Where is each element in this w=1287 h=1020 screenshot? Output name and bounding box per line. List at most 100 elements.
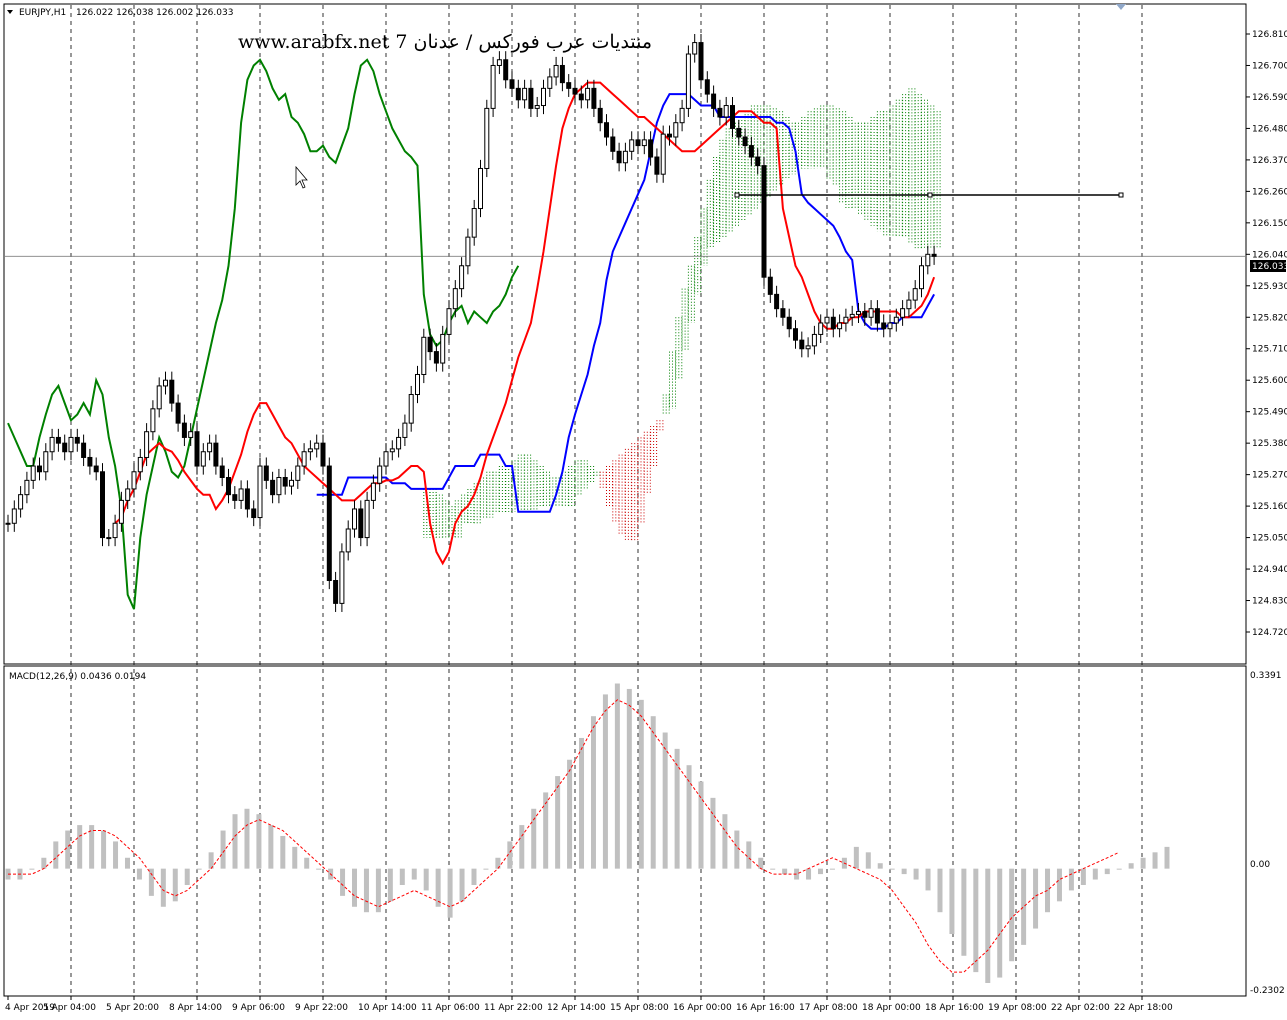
macd-bar xyxy=(184,868,190,885)
macd-bar xyxy=(853,846,859,869)
candle-body xyxy=(24,479,30,496)
macd-bar xyxy=(865,852,871,869)
candle-body xyxy=(345,528,351,553)
macd-bar xyxy=(997,868,1003,978)
macd-bar xyxy=(471,868,477,885)
candle-body xyxy=(270,479,276,496)
macd-bar xyxy=(459,868,465,902)
macd-bar xyxy=(638,699,644,869)
candle-body xyxy=(742,136,748,147)
candle-body xyxy=(604,122,609,138)
candle-body xyxy=(352,508,357,530)
candlesticks xyxy=(5,34,937,612)
macd-bar xyxy=(483,868,489,870)
candle-body xyxy=(528,87,534,109)
macd-bar xyxy=(41,857,47,869)
candle-body xyxy=(163,379,168,387)
candle-body xyxy=(515,87,521,101)
candle-body xyxy=(856,311,861,315)
candle-body xyxy=(200,451,206,467)
trendline-handle-right[interactable] xyxy=(1118,192,1124,198)
macd-bar xyxy=(829,868,835,870)
candle-body xyxy=(723,105,729,118)
candle-body xyxy=(704,79,710,95)
symbol-dropdown-icon[interactable] xyxy=(7,10,13,14)
candle-body xyxy=(685,53,691,109)
macd-scale-top: 0.3391 xyxy=(1250,671,1282,681)
candle-body xyxy=(408,394,414,424)
candle-body xyxy=(849,313,855,318)
macd-bar xyxy=(555,776,561,869)
candle-body xyxy=(37,465,42,473)
y-tick-label: 124.830 xyxy=(1252,597,1287,607)
macd-bar xyxy=(89,825,95,869)
candle-body xyxy=(818,322,824,335)
candle-body xyxy=(144,431,150,458)
macd-bar xyxy=(1092,868,1098,880)
candle-body xyxy=(490,64,496,109)
chart-shift-marker-icon[interactable] xyxy=(1116,4,1126,10)
candle-body xyxy=(919,265,924,290)
candle-body xyxy=(55,436,61,444)
trendline-handle-left[interactable] xyxy=(734,192,740,198)
macd-bar xyxy=(172,868,178,902)
chikou-span-line xyxy=(7,58,520,610)
macd-bar xyxy=(423,868,429,891)
y-tick-label: 125.380 xyxy=(1252,439,1287,449)
candle-body xyxy=(597,107,603,124)
x-tick-label: 22 Apr 18:00 xyxy=(1114,1003,1173,1013)
macd-bar xyxy=(136,868,142,880)
macd-bar xyxy=(304,857,310,869)
macd-bar xyxy=(698,781,704,869)
candle-body xyxy=(396,436,402,450)
macd-bar xyxy=(316,868,322,870)
symbol-label[interactable]: EURJPY,H1 xyxy=(19,8,66,18)
macd-bar xyxy=(590,716,596,869)
macd-bar xyxy=(567,759,573,869)
candle-body xyxy=(452,288,458,310)
macd-bar xyxy=(113,841,119,869)
candle-body xyxy=(679,107,685,124)
candle-body xyxy=(74,436,80,444)
trendline-handle-middle[interactable] xyxy=(927,192,933,198)
candle-body xyxy=(761,165,767,278)
macd-bar xyxy=(1068,868,1074,891)
candle-body xyxy=(830,316,836,330)
candle-body xyxy=(484,107,490,169)
candle-body xyxy=(106,537,112,540)
x-tick-label: 16 Apr 16:00 xyxy=(736,1003,795,1013)
candle-body xyxy=(433,351,439,364)
x-tick-label: 18 Apr 16:00 xyxy=(925,1003,984,1013)
horizontal-trendline[interactable] xyxy=(734,192,1124,198)
candle-body xyxy=(282,476,288,487)
candle-body xyxy=(912,288,918,301)
macd-bar xyxy=(794,868,800,880)
y-tick-label: 126.260 xyxy=(1252,187,1287,197)
candle-body xyxy=(717,107,723,118)
candle-body xyxy=(131,471,137,490)
y-tick-label: 126.810 xyxy=(1252,30,1287,40)
macd-bar xyxy=(77,825,83,869)
macd-bar xyxy=(411,868,417,880)
macd-bar xyxy=(280,835,286,869)
y-tick-label: 124.720 xyxy=(1252,628,1287,638)
candle-body xyxy=(112,522,118,539)
macd-bar xyxy=(1056,868,1062,902)
x-tick-label: 12 Apr 14:00 xyxy=(547,1003,606,1013)
kijun-sen-line xyxy=(316,93,935,513)
y-tick-label: 125.600 xyxy=(1252,376,1287,386)
candle-body xyxy=(307,448,313,453)
macd-bar xyxy=(1033,868,1039,929)
macd-bar xyxy=(507,841,513,869)
candle-body xyxy=(251,508,257,519)
candle-body xyxy=(591,87,597,109)
candle-body xyxy=(673,122,679,138)
macd-bar xyxy=(662,732,668,869)
candle-body xyxy=(81,442,87,458)
candle-body xyxy=(578,93,584,101)
candle-body xyxy=(213,442,219,467)
candle-body xyxy=(320,442,326,467)
y-tick-label: 125.050 xyxy=(1252,534,1287,544)
macd-bar xyxy=(232,814,238,869)
